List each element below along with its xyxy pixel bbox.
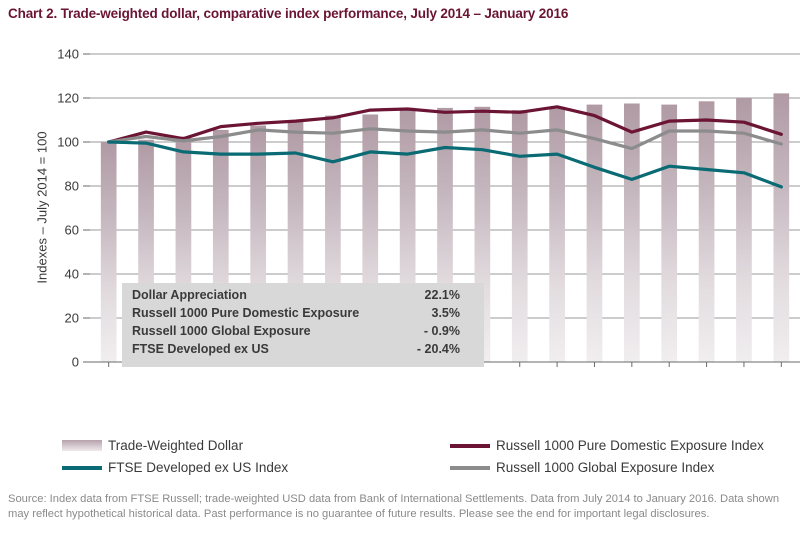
bar: [623, 103, 640, 362]
bar: [736, 98, 752, 362]
annotation-value: - 0.9%: [424, 324, 460, 338]
annotation-label: FTSE Developed ex US: [132, 342, 269, 356]
legend-item-ftse-developed-ex-us[interactable]: FTSE Developed ex US Index: [62, 460, 288, 475]
annotation-label: Russell 1000 Pure Domestic Exposure: [132, 306, 359, 320]
legend-label: Trade-Weighted Dollar: [108, 438, 244, 453]
page-title: Chart 2. Trade-weighted dollar, comparat…: [8, 6, 569, 21]
legend-swatch-line-icon: [450, 465, 490, 470]
line-series: [107, 140, 783, 189]
y-tick-label: 80: [65, 179, 79, 194]
bar: [661, 104, 678, 362]
y-axis-title: Indexes – July 2014 = 100: [34, 131, 50, 284]
bar: [511, 110, 528, 362]
bar: [698, 101, 715, 363]
source-note: Source: Index data from FTSE Russell; tr…: [8, 493, 780, 520]
annotation-value: - 20.4%: [417, 342, 460, 356]
legend-swatch-line-icon: [450, 443, 490, 448]
line-series: [107, 105, 783, 144]
y-tick-label: 120: [57, 91, 79, 106]
annotation-value: 3.5%: [432, 306, 461, 320]
annotation-box: Dollar Appreciation 22.1% Russell 1000 Pur…: [122, 283, 484, 367]
bar: [549, 106, 565, 362]
plot-area: Indexes – July 2014 = 100 0 20 40 60 80 100 12…: [0, 40, 812, 370]
annotation-label: Dollar Appreciation: [132, 288, 247, 302]
y-tick-label: 20: [65, 311, 79, 326]
y-tick-label: 140: [57, 47, 79, 62]
y-tick-label: 40: [65, 267, 79, 282]
bar: [773, 93, 790, 362]
y-tick-label: 0: [72, 355, 79, 370]
legend-label: Russell 1000 Pure Domestic Exposure Inde…: [496, 438, 764, 453]
legend-label: Russell 1000 Global Exposure Index: [496, 460, 715, 475]
annotation-label: Russell 1000 Global Exposure: [132, 324, 311, 338]
legend-item-russell-pure-domestic[interactable]: Russell 1000 Pure Domestic Exposure Inde…: [450, 438, 764, 453]
bar: [586, 104, 603, 362]
bar: [100, 142, 117, 362]
legend-swatch-bar-icon: [62, 440, 102, 451]
chart-canvas: 020406080100120140Jul-14Aug-14Sep-14Oct-…: [57, 47, 800, 370]
line-series: [107, 127, 783, 151]
legend-item-russell-global[interactable]: Russell 1000 Global Exposure Index: [450, 460, 714, 475]
legend-swatch-line-icon: [62, 465, 102, 470]
legend-label: FTSE Developed ex US Index: [108, 460, 289, 475]
y-tick-label: 100: [57, 135, 79, 150]
legend-item-trade-weighted-dollar[interactable]: Trade-Weighted Dollar: [62, 438, 243, 453]
annotation-value: 22.1%: [425, 288, 460, 302]
y-tick-label: 60: [65, 223, 79, 238]
chart-legend: Trade-Weighted Dollar FTSE Developed ex …: [0, 436, 812, 486]
